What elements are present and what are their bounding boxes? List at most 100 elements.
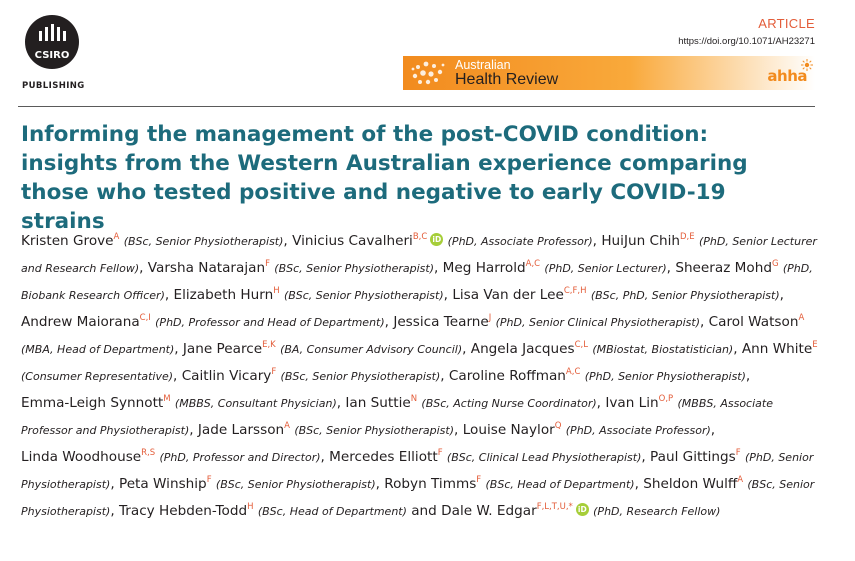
author-entry: Emma-Leigh SynnottM (MBBS, Consultant Ph… <box>21 395 341 411</box>
author-affiliation[interactable]: A,C <box>525 259 541 269</box>
orcid-icon[interactable] <box>575 503 589 516</box>
author-role: (PhD, Senior Lecturer) <box>544 262 667 275</box>
author-entry: Elizabeth HurnH (BSc, Senior Physiothera… <box>174 287 448 303</box>
author-affiliation[interactable]: A <box>113 232 120 242</box>
author-name[interactable]: Sheeraz Mohd <box>675 260 772 276</box>
author-affiliation[interactable]: R,S <box>141 448 156 458</box>
author-separator: , <box>779 287 784 303</box>
author-affiliation[interactable]: E <box>812 340 818 350</box>
author-separator: , <box>375 476 380 492</box>
author-separator: , <box>666 260 671 276</box>
author-name[interactable]: Dale W. Edgar <box>441 503 537 519</box>
author-role: (BSc, Head of Department) <box>485 478 635 491</box>
author-name[interactable]: Caroline Roffman <box>448 368 566 384</box>
author-name[interactable]: Kristen Grove <box>21 233 114 249</box>
author-entry: Ivan LinO,P (MBBS, Associate Professor a… <box>21 395 773 438</box>
author-name[interactable]: Ann White <box>741 341 813 357</box>
author-entry: Sheldon WulffA (BSc, Senior Physiotherap… <box>21 476 814 519</box>
author-separator: , <box>283 233 288 249</box>
author-affiliation[interactable]: E,K <box>262 340 276 350</box>
author-affiliation[interactable]: O,P <box>658 394 674 404</box>
sun-icon <box>801 59 813 71</box>
author-affiliation[interactable]: F <box>735 448 741 458</box>
author-name[interactable]: Caitlin Vicary <box>181 368 272 384</box>
author-role: (BSc, Head of Department) <box>257 505 407 518</box>
author-name[interactable]: Vinicius Cavalheri <box>292 233 413 249</box>
author-name[interactable]: Paul Gittings <box>650 449 736 465</box>
doi-link[interactable]: https://doi.org/10.1071/AH23271 <box>678 36 815 47</box>
author-affiliation[interactable]: F <box>476 475 482 485</box>
author-role: (PhD, Senior Clinical Physiotherapist) <box>495 316 700 329</box>
author-separator: , <box>434 260 439 276</box>
author-affiliation[interactable]: A <box>737 475 744 485</box>
author-affiliation[interactable]: H <box>247 502 254 512</box>
author-affiliation[interactable]: D,E <box>680 232 695 242</box>
author-name[interactable]: Lisa Van der Lee <box>452 287 564 303</box>
author-affiliation[interactable]: C,F,H <box>563 286 587 296</box>
author-separator: , <box>454 422 459 438</box>
journal-banner[interactable]: Australian Health Review ahha <box>403 56 815 90</box>
orcid-icon[interactable] <box>430 233 444 246</box>
author-entry: Linda WoodhouseR,S (PhD, Professor and D… <box>21 449 325 465</box>
author-name[interactable]: Jade Larsson <box>197 422 285 438</box>
author-entry: Jessica TearneJ (PhD, Senior Clinical Ph… <box>393 314 704 330</box>
author-affiliation[interactable]: J <box>488 313 492 323</box>
author-affiliation[interactable]: C,I <box>139 313 151 323</box>
author-role: (PhD, Senior Physiotherapist) <box>584 370 746 383</box>
author-name[interactable]: Linda Woodhouse <box>21 449 142 465</box>
ahha-logo-text: ahha <box>767 67 807 85</box>
publisher-logo[interactable]: CSIRO PUBLISHING <box>22 14 84 91</box>
author-role: (BSc, Senior Physiotherapist) <box>280 370 441 383</box>
author-separator: , <box>700 314 705 330</box>
author-name[interactable]: Tracy Hebden-Todd <box>118 503 248 519</box>
author-name[interactable]: Jessica Tearne <box>393 314 489 330</box>
author-role: (PhD, Associate Professor) <box>565 424 711 437</box>
author-affiliation[interactable]: F <box>206 475 212 485</box>
author-affiliation[interactable]: A <box>284 421 290 431</box>
author-role: (PhD, Associate Professor) <box>447 235 593 248</box>
author-role: (PhD, Professor and Head of Department) <box>155 316 385 329</box>
author-name[interactable]: Sheldon Wulff <box>643 476 738 492</box>
author-name[interactable]: Meg Harrold <box>442 260 526 276</box>
logo-text: CSIRO <box>35 50 70 61</box>
author-name[interactable]: Andrew Maiorana <box>21 314 140 330</box>
author-name[interactable]: Mercedes Elliott <box>329 449 438 465</box>
author-role: (BSc, Senior Physiotherapist) <box>283 289 444 302</box>
author-entry: Caroline RoffmanA,C (PhD, Senior Physiot… <box>449 368 750 384</box>
author-affiliation[interactable]: A <box>798 313 805 323</box>
author-name[interactable]: Louise Naylor <box>462 422 555 438</box>
author-affiliation[interactable]: H <box>273 286 280 296</box>
author-separator: , <box>164 287 170 303</box>
author-separator: , <box>641 449 646 465</box>
author-affiliation[interactable]: F,L,T,U,* <box>536 502 573 512</box>
author-affiliation[interactable]: N <box>410 394 418 404</box>
author-name[interactable]: Robyn Timms <box>384 476 477 492</box>
author-name[interactable]: Ian Suttie <box>345 395 411 411</box>
author-name[interactable]: Elizabeth Hurn <box>173 287 274 303</box>
author-name[interactable]: HuiJun Chih <box>601 233 681 249</box>
author-role: (MBiostat, Biostatistician) <box>592 343 734 356</box>
author-separator: , <box>462 341 467 357</box>
author-entry: Lisa Van der LeeC,F,H (BSc, PhD, Senior … <box>452 287 784 303</box>
author-name[interactable]: Peta Winship <box>118 476 207 492</box>
author-role: (BSc, Senior Physiotherapist) <box>294 424 455 437</box>
author-name[interactable]: Ivan Lin <box>605 395 659 411</box>
author-role: (BSc, Senior Physiotherapist) <box>274 262 435 275</box>
author-affiliation[interactable]: A,C <box>565 367 581 377</box>
author-affiliation[interactable]: C,L <box>574 340 588 350</box>
author-separator: , <box>634 476 639 492</box>
author-name[interactable]: Carol Watson <box>708 314 799 330</box>
author-name[interactable]: Jane Pearce <box>182 341 263 357</box>
author-affiliation[interactable]: Q <box>554 421 562 431</box>
author-affiliation[interactable]: B,C <box>412 232 428 242</box>
author-name[interactable]: Emma-Leigh Synnott <box>21 395 164 411</box>
ahha-logo: ahha <box>767 67 807 85</box>
author-affiliation[interactable]: F <box>271 367 277 377</box>
author-affiliation[interactable]: G <box>771 259 779 269</box>
author-affiliation[interactable]: F <box>437 448 443 458</box>
author-role: (BSc, Acting Nurse Coordinator) <box>421 397 597 410</box>
author-name[interactable]: Angela Jacques <box>470 341 575 357</box>
author-affiliation[interactable]: M <box>163 394 171 404</box>
author-affiliation[interactable]: F <box>265 259 270 269</box>
author-name[interactable]: Varsha Natarajan <box>147 260 266 276</box>
